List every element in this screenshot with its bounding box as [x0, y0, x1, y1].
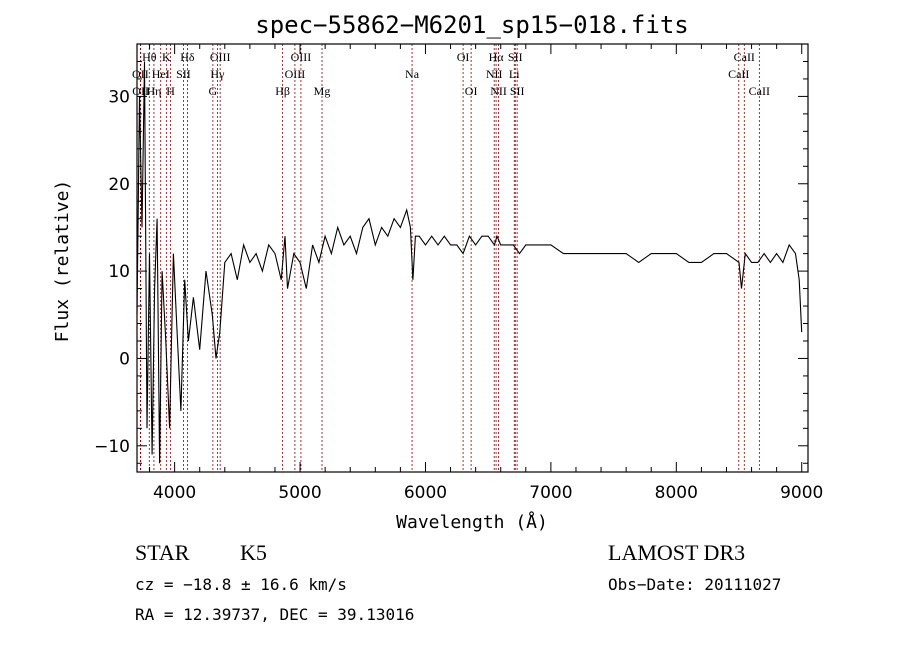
chart-title: spec−55862−M6201_sp15−018.fits — [255, 11, 688, 39]
x-tick-label: 9000 — [780, 483, 823, 503]
reference-line-label: CaII — [749, 84, 770, 98]
reference-line-label: CaII — [734, 50, 755, 64]
reference-line-label: NII — [486, 67, 503, 81]
redshift-text: cz = −18.8 ± 16.6 km/s — [135, 575, 347, 594]
reference-line-label: SII — [176, 67, 191, 81]
x-tick-label: 5000 — [278, 483, 321, 503]
reference-lines-group — [139, 44, 760, 472]
reference-line-label: OIII — [210, 50, 231, 64]
reference-line-label: OIII — [291, 50, 312, 64]
reference-line-label: Na — [405, 67, 420, 81]
x-tick-label: 4000 — [153, 483, 196, 503]
axis-ticks-group — [137, 43, 808, 472]
reference-line-label: Hη — [146, 84, 161, 98]
y-tick-label: 10 — [108, 262, 130, 282]
y-tick-label: −10 — [94, 437, 130, 457]
x-tick-label: 8000 — [655, 483, 698, 503]
reference-line-label: Hγ — [210, 67, 225, 81]
reference-line-label: Li — [509, 67, 520, 81]
coordinates-text: RA = 12.39737, DEC = 39.13016 — [135, 605, 414, 624]
class-label: STAR — [135, 540, 190, 565]
reference-line-label: Hθ — [142, 50, 157, 64]
reference-line-label: OI — [465, 84, 478, 98]
reference-line-label: SII — [510, 84, 525, 98]
y-tick-label: 30 — [108, 87, 130, 107]
y-tick-label: 0 — [119, 349, 130, 369]
x-tick-label: 6000 — [404, 483, 447, 503]
reference-line-label: Hβ — [275, 84, 290, 98]
reference-line-label: H — [166, 84, 175, 98]
reference-line-label: G — [209, 84, 218, 98]
subclass-label: K5 — [240, 540, 267, 565]
reference-line-label: Hδ — [180, 50, 195, 64]
survey-label: LAMOST DR3 — [608, 540, 745, 565]
reference-line-label: Mg — [314, 84, 331, 98]
x-tick-label: 7000 — [529, 483, 572, 503]
y-axis-label: Flux (relative) — [52, 180, 73, 343]
reference-line-label: HeI — [152, 67, 170, 81]
axis-tick-labels-group: 4000 5000 6000 7000 8000 9000 −10 0 10 20 30 — [94, 87, 823, 503]
reference-line-label: NII — [490, 84, 507, 98]
spectrum-series-line — [136, 61, 803, 464]
reference-line-label: OI — [457, 50, 470, 64]
y-tick-label: 20 — [108, 175, 130, 195]
reference-line-label: OIII — [285, 67, 306, 81]
x-axis-label: Wavelength (Å) — [396, 511, 548, 533]
obs-date-text: Obs−Date: 20111027 — [608, 575, 781, 594]
reference-line-label: SII — [508, 50, 523, 64]
reference-line-label: CaII — [728, 67, 749, 81]
reference-line-label: K — [162, 50, 171, 64]
reference-line-label: Hα — [489, 50, 505, 64]
plot-frame — [136, 43, 809, 473]
